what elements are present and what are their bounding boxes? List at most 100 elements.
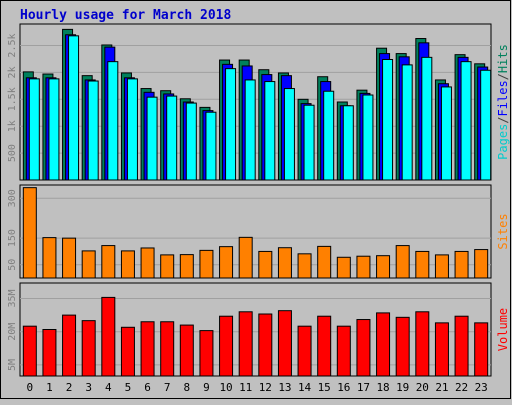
x-tick-label-22: 22 (455, 381, 468, 394)
bar-sites-8 (179, 254, 194, 279)
bar-pages-23 (480, 69, 492, 181)
y-axis-label-part-hits-files-pages-2: Files (496, 80, 510, 116)
bar-volume-17 (356, 319, 371, 377)
x-tick-label-5: 5 (125, 381, 132, 394)
x-tick-label-13: 13 (278, 381, 291, 394)
bar-sites-18 (376, 255, 391, 279)
x-tick-label-11: 11 (239, 381, 252, 394)
y-axis-label-part-hits-files-pages-0: Pages (496, 124, 510, 160)
x-tick-label-2: 2 (66, 381, 73, 394)
y-tick-label-hits-files-pages-1: 1k (7, 120, 18, 132)
x-tick-label-4: 4 (105, 381, 112, 394)
bar-volume-11 (238, 311, 253, 377)
bar-sites-14 (297, 253, 312, 279)
x-tick-label-0: 0 (27, 381, 34, 394)
x-tick-label-18: 18 (376, 381, 389, 394)
bar-sites-17 (356, 255, 371, 279)
y-axis-label-part-volume-0: Volume (496, 308, 510, 351)
bar-volume-6 (140, 321, 155, 377)
y-axis-label-sites: Sites (496, 213, 510, 249)
bar-pages-6 (146, 96, 158, 181)
y-tick-label-hits-files-pages-3: 2k (7, 66, 18, 78)
bar-sites-5 (120, 250, 135, 279)
bar-volume-18 (376, 312, 391, 377)
x-tick-label-10: 10 (219, 381, 232, 394)
bar-volume-10 (219, 315, 234, 377)
bar-volume-13 (277, 310, 292, 377)
bar-volume-7 (160, 321, 175, 377)
bar-pages-16 (342, 105, 354, 181)
y-tick-label-volume-0: 5M (7, 359, 18, 371)
y-tick-label-hits-files-pages-4: 2.5k (7, 33, 18, 57)
bar-volume-8 (179, 324, 194, 377)
y-tick-label-sites-0: 50 (7, 259, 18, 271)
x-tick-label-12: 12 (259, 381, 272, 394)
bar-volume-19 (395, 316, 410, 377)
y-axis-label-part-hits-files-pages-1: / (496, 116, 510, 123)
bar-volume-21 (434, 322, 449, 377)
bar-volume-20 (415, 311, 430, 377)
bar-pages-15 (323, 90, 335, 181)
bar-volume-12 (258, 313, 273, 377)
bar-pages-14 (303, 104, 315, 181)
x-tick-label-1: 1 (46, 381, 53, 394)
y-axis-label-hits-files-pages: Pages/Files/Hits (496, 44, 510, 160)
bar-volume-5 (120, 326, 135, 377)
x-tick-label-16: 16 (337, 381, 350, 394)
y-tick-label-sites-2: 300 (7, 189, 18, 207)
bar-pages-8 (185, 102, 197, 181)
bar-sites-9 (199, 249, 214, 279)
bar-sites-7 (160, 254, 175, 279)
x-tick-label-7: 7 (164, 381, 171, 394)
bar-pages-19 (401, 64, 413, 181)
x-tick-label-9: 9 (203, 381, 210, 394)
bar-pages-18 (382, 59, 394, 181)
y-axis-label-part-sites-0: Sites (496, 213, 510, 249)
y-tick-label-volume-1: 20M (7, 323, 18, 341)
bar-volume-14 (297, 325, 312, 377)
bar-sites-0 (22, 187, 37, 279)
bar-pages-22 (460, 61, 472, 181)
bar-sites-12 (258, 250, 273, 279)
chart-panels: 5001k1.5k2k2.5kPages/Files/Hits50150300S… (7, 23, 510, 394)
bar-pages-1 (48, 78, 60, 181)
y-tick-label-hits-files-pages-2: 1.5k (7, 87, 18, 111)
bar-sites-3 (81, 250, 96, 279)
x-tick-label-19: 19 (396, 381, 409, 394)
bar-sites-15 (317, 245, 332, 279)
bar-pages-5 (126, 78, 138, 181)
bar-volume-3 (81, 320, 96, 377)
bar-sites-16 (336, 256, 351, 279)
bar-volume-16 (336, 325, 351, 377)
bar-sites-11 (238, 236, 253, 279)
bar-pages-13 (283, 88, 295, 181)
x-tick-label-6: 6 (144, 381, 151, 394)
bar-pages-17 (362, 94, 374, 181)
bar-volume-9 (199, 330, 214, 377)
bar-sites-19 (395, 245, 410, 279)
chart-title: Hourly usage for March 2018 (20, 8, 231, 23)
x-tick-label-20: 20 (416, 381, 429, 394)
bar-sites-2 (62, 237, 77, 279)
bar-sites-13 (277, 247, 292, 279)
bar-pages-21 (440, 86, 452, 181)
bar-pages-3 (87, 80, 99, 181)
x-tick-label-8: 8 (184, 381, 191, 394)
x-tick-label-3: 3 (85, 381, 92, 394)
bar-pages-20 (421, 56, 433, 181)
bar-sites-21 (434, 254, 449, 279)
bar-pages-2 (68, 35, 80, 181)
x-tick-label-14: 14 (298, 381, 312, 394)
bar-pages-0 (28, 78, 40, 181)
bar-volume-2 (62, 314, 77, 377)
bar-volume-1 (42, 329, 57, 377)
bar-sites-23 (474, 249, 489, 279)
bar-volume-0 (22, 325, 37, 377)
y-axis-label-part-hits-files-pages-3: / (496, 73, 510, 80)
bar-volume-23 (474, 322, 489, 377)
bar-sites-10 (219, 246, 234, 279)
x-tick-label-23: 23 (475, 381, 488, 394)
y-tick-label-volume-2: 35M (7, 289, 18, 307)
bar-sites-1 (42, 237, 57, 279)
y-tick-label-sites-1: 150 (7, 229, 18, 247)
